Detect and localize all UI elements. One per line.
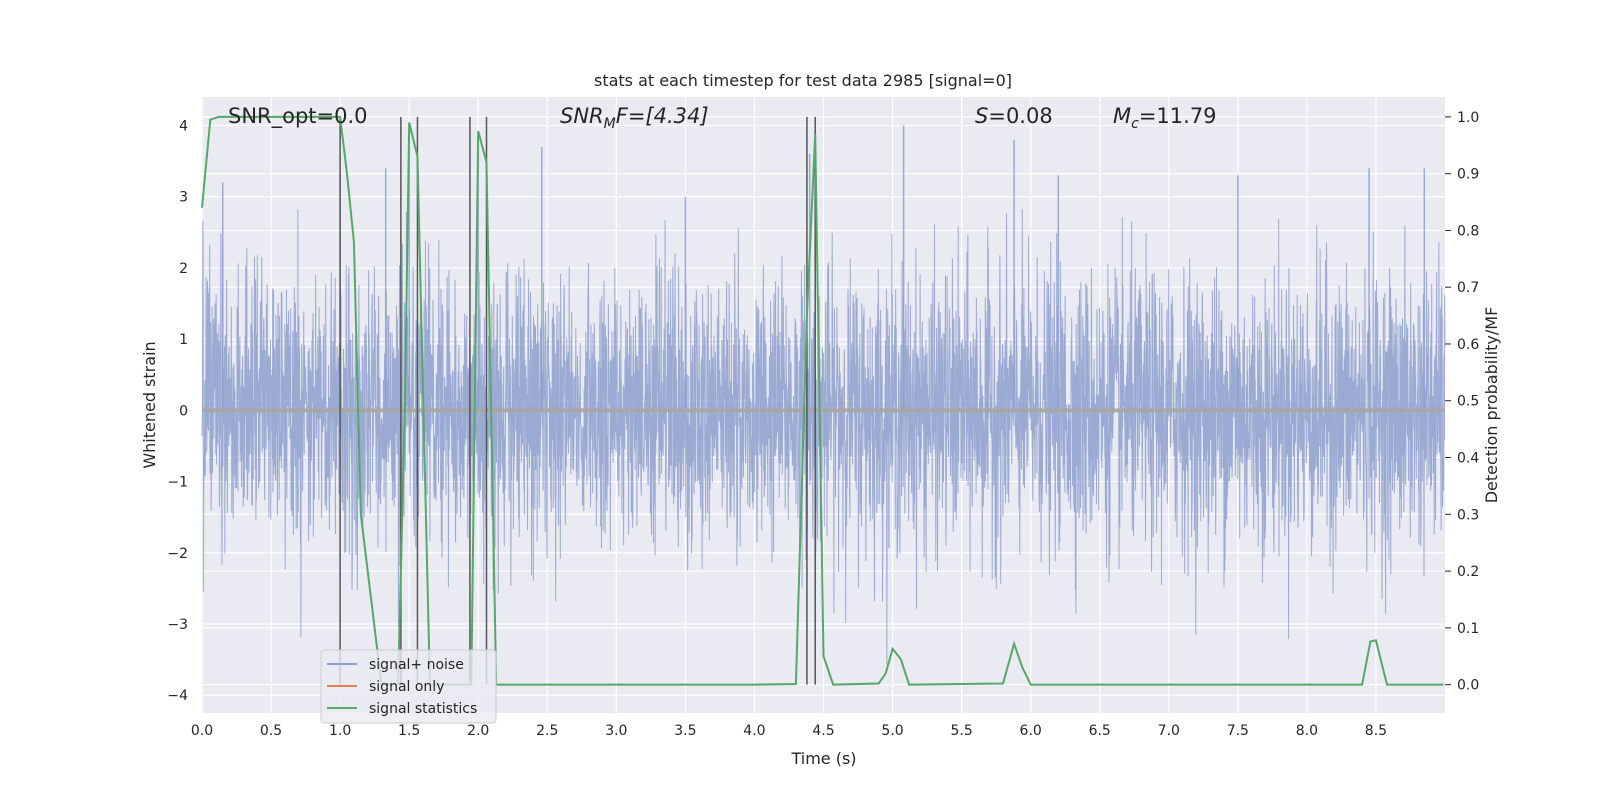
y-right-tick-label: 0.8: [1457, 223, 1479, 239]
x-tick-label: 5.0: [881, 723, 903, 739]
x-tick-label: 7.5: [1227, 723, 1249, 739]
annotation-snr-mf-name: SNR: [560, 104, 604, 128]
y-tick-label: 2: [179, 261, 188, 277]
annotation-mc: Mc=11.79: [1113, 104, 1217, 132]
annotation-snr-opt: SNR_opt=0.0: [228, 104, 368, 129]
y-right-tick-label: 1.0: [1457, 110, 1479, 126]
x-tick-label: 6.5: [1089, 723, 1111, 739]
annotation-mc-sub: c: [1131, 116, 1139, 132]
y-right-tick-label: 0.5: [1457, 394, 1479, 410]
annotation-s-value: =0.08: [988, 104, 1052, 128]
y-tick-label: −1: [167, 475, 188, 491]
legend-label-signal-statistics: signal statistics: [369, 701, 477, 717]
x-tick-label: 4.5: [812, 723, 834, 739]
y-axis-ticks: −4 −3 −2 −1 0 1 2 3 4: [167, 118, 188, 704]
x-tick-label: 7.0: [1158, 723, 1180, 739]
x-tick-label: 0.0: [191, 723, 213, 739]
y-right-axis-ticks: 0.0 0.1 0.2 0.3 0.4 0.5 0.6 0.7 0.8 0.9 1.0: [1445, 110, 1479, 694]
x-tick-label: 8.5: [1365, 723, 1387, 739]
annotation-mc-value: =11.79: [1139, 104, 1217, 128]
y-right-tick-label: 0.6: [1457, 337, 1479, 353]
y-axis-label: Whitened strain: [140, 341, 159, 468]
x-tick-label: 2.0: [467, 723, 489, 739]
x-tick-label: 1.5: [398, 723, 420, 739]
y-tick-label: −2: [167, 546, 188, 562]
y-right-tick-label: 0.9: [1457, 167, 1479, 183]
y-right-tick-label: 0.4: [1457, 451, 1479, 467]
annotation-snr-mf-tail: F=[4.34]: [616, 104, 709, 128]
legend-label-signal-noise: signal+ noise: [369, 657, 464, 673]
y-tick-label: −4: [167, 688, 188, 704]
y-right-tick-label: 0.1: [1457, 621, 1479, 637]
x-tick-label: 1.0: [329, 723, 351, 739]
x-tick-label: 6.0: [1020, 723, 1042, 739]
y-tick-label: 1: [179, 332, 188, 348]
x-axis-label: Time (s): [790, 749, 856, 768]
y-tick-label: −3: [167, 617, 188, 633]
y-tick-label: 0: [179, 403, 188, 419]
annotation-mc-name: M: [1113, 104, 1131, 128]
y-tick-label: 3: [179, 190, 188, 206]
x-tick-label: 5.5: [950, 723, 972, 739]
y-tick-label: 4: [179, 118, 188, 134]
annotation-snr-mf: SNRMF=[4.34]: [560, 104, 709, 132]
x-tick-label: 8.0: [1296, 723, 1318, 739]
y-right-axis-label: Detection probability/MF: [1482, 307, 1501, 504]
x-tick-label: 4.0: [743, 723, 765, 739]
noise-trace: [201, 209, 1446, 665]
x-tick-label: 2.5: [536, 723, 558, 739]
y-right-tick-label: 0.3: [1457, 507, 1479, 523]
annotation-s: S=0.08: [975, 104, 1053, 128]
annotation-s-name: S: [975, 104, 988, 128]
annotation-snr-mf-sub: M: [604, 116, 616, 132]
series-signal-statistics: [201, 115, 1444, 686]
x-tick-label: 3.0: [605, 723, 627, 739]
x-tick-label: 3.5: [674, 723, 696, 739]
y-right-tick-label: 0.2: [1457, 564, 1479, 580]
x-tick-label: 0.5: [260, 723, 282, 739]
x-axis-ticks: 0.0 0.5 1.0 1.5 2.0 2.5 3.0 3.5 4.0 4.5 5.0 5.5 6.0 6…: [191, 723, 1387, 739]
legend-label-signal-only: signal only: [369, 679, 444, 695]
chart-title: stats at each timestep for test data 298…: [594, 71, 1012, 90]
legend: signal+ noise signal only signal statist…: [320, 649, 497, 724]
y-right-tick-label: 0.7: [1457, 280, 1479, 296]
y-right-tick-label: 0.0: [1457, 678, 1479, 694]
legend-box: [320, 649, 497, 724]
